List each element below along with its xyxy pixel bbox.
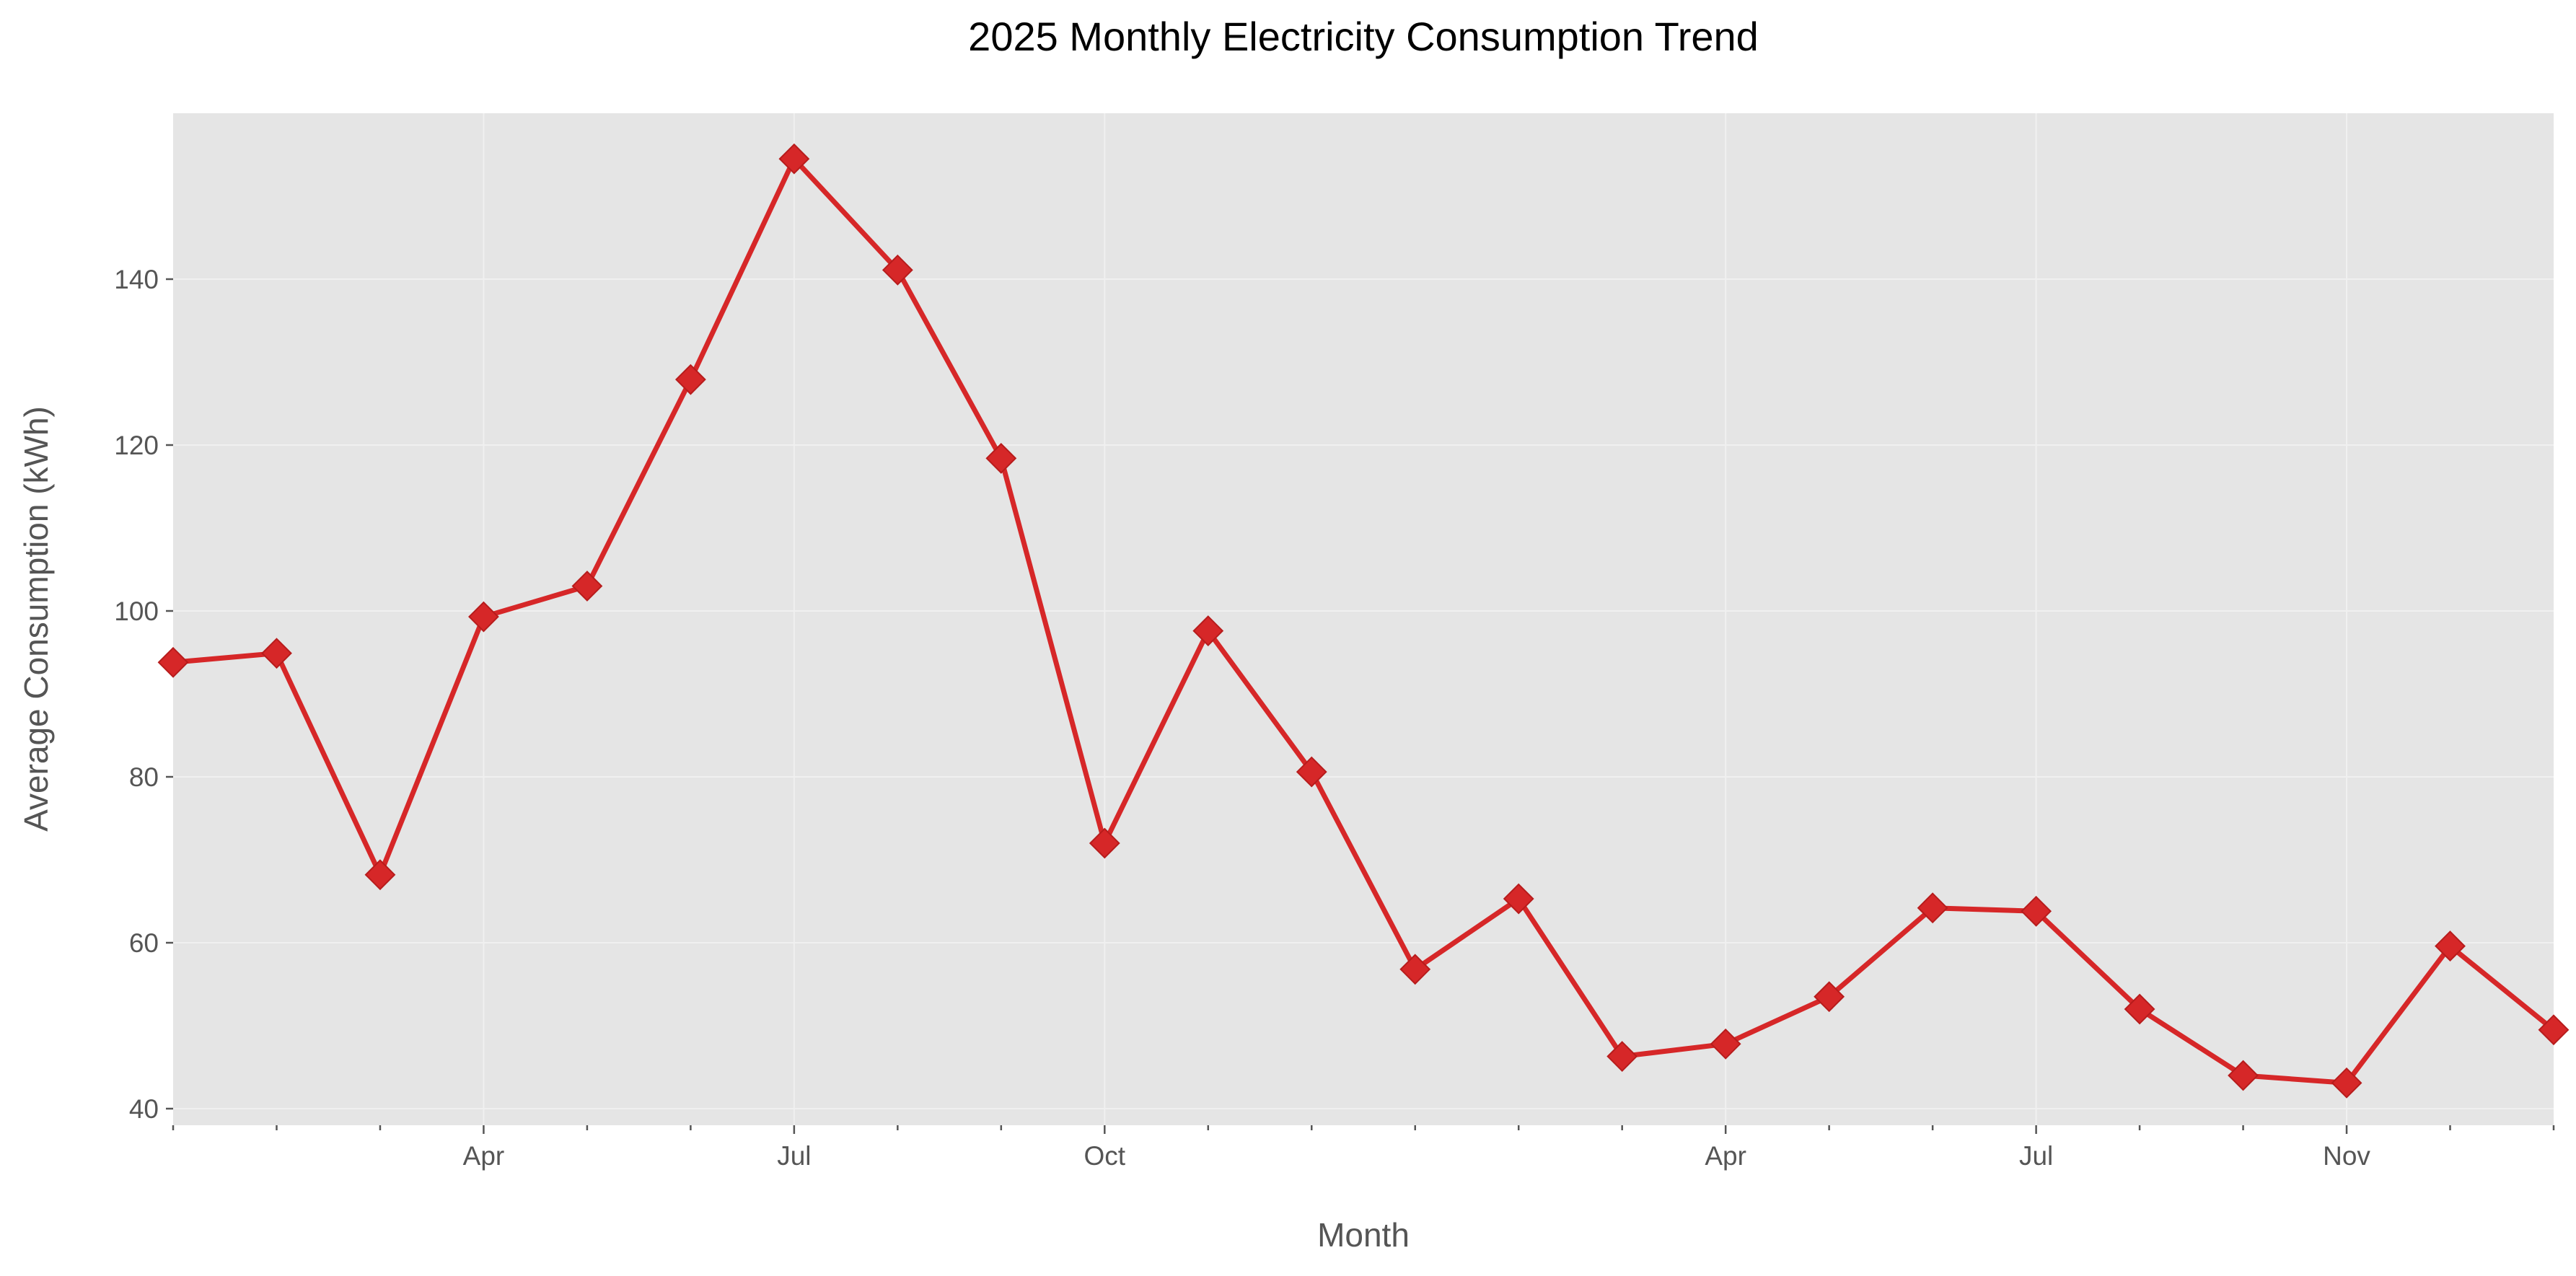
- data-point-marker: [261, 638, 292, 669]
- data-point-marker: [778, 143, 810, 175]
- data-point-marker: [1710, 1028, 1741, 1060]
- data-point-marker: [1089, 827, 1120, 859]
- y-tick-label: 40: [129, 1094, 159, 1124]
- data-point-marker: [2435, 930, 2466, 962]
- data-point-marker: [1814, 981, 1845, 1013]
- y-tick-label: 100: [114, 597, 159, 626]
- data-point-marker: [571, 571, 603, 602]
- x-tick-label: Jul: [777, 1141, 811, 1171]
- plot-area: [173, 113, 2554, 1125]
- x-axis: Apr Jul Oct Apr Jul Nov: [172, 1125, 2555, 1171]
- data-point-marker: [2331, 1067, 2362, 1099]
- series-layer: [157, 143, 2570, 1099]
- data-point-marker: [1917, 892, 1948, 924]
- data-point-marker: [364, 859, 396, 891]
- data-point-marker: [468, 601, 499, 633]
- y-tick-label: 60: [129, 928, 159, 958]
- series-line: [172, 156, 2556, 1086]
- data-point-marker: [2021, 895, 2052, 927]
- data-point-marker: [1503, 883, 1534, 915]
- data-point-marker: [1606, 1041, 1638, 1072]
- x-tick-label: Apr: [463, 1141, 505, 1171]
- data-point-marker: [2228, 1060, 2259, 1091]
- data-point-marker: [674, 364, 706, 395]
- data-point-marker: [157, 646, 189, 678]
- data-point-marker: [985, 442, 1017, 474]
- data-point-marker: [1399, 954, 1431, 985]
- y-axis-label: Average Consumption (kWh): [17, 406, 55, 832]
- y-tick-label: 80: [129, 762, 159, 792]
- y-tick-label: 140: [114, 265, 159, 294]
- x-tick-label: Oct: [1084, 1141, 1126, 1171]
- data-point-marker: [2124, 993, 2155, 1025]
- y-tick-label: 120: [114, 431, 159, 460]
- data-point-marker: [1296, 756, 1327, 788]
- x-tick-label: Jul: [2019, 1141, 2053, 1171]
- x-axis-label: Month: [1317, 1216, 1410, 1254]
- data-point-marker: [882, 254, 913, 286]
- x-tick-label: Nov: [2323, 1141, 2370, 1171]
- chart-title: 2025 Monthly Electricity Consumption Tre…: [968, 14, 1759, 59]
- y-axis: 40 60 80 100 120 140: [114, 265, 173, 1124]
- x-tick-label: Apr: [1705, 1141, 1746, 1171]
- data-point-marker: [2538, 1014, 2570, 1046]
- data-point-marker: [1192, 615, 1224, 647]
- grid-layer: [173, 113, 2554, 1125]
